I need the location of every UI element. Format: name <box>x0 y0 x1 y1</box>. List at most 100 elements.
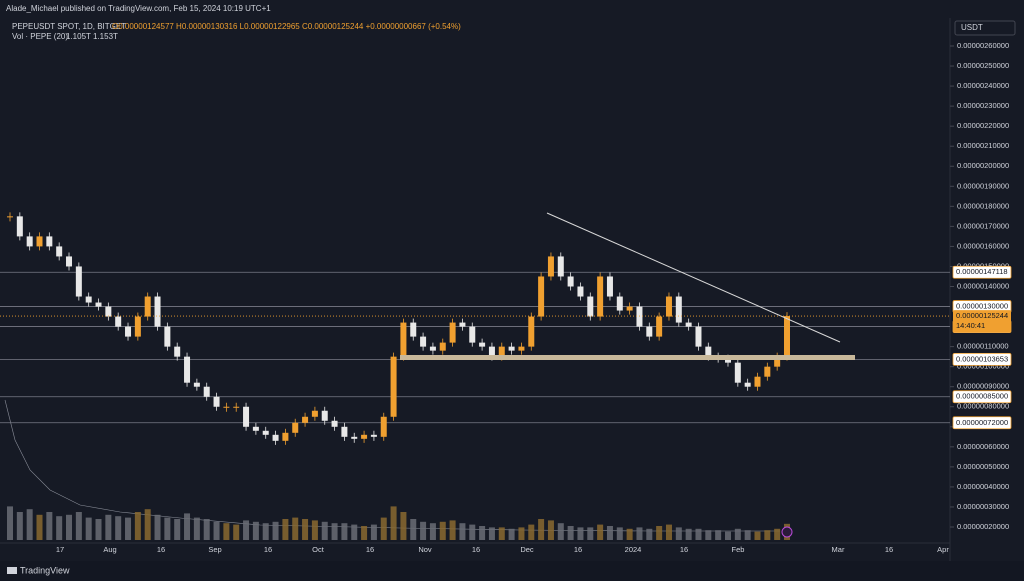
candle <box>784 316 790 357</box>
candle <box>567 276 574 287</box>
time-label: 16 <box>680 545 688 554</box>
level-label: 0.00000072000 <box>956 418 1008 427</box>
candle <box>675 296 682 323</box>
level-label: 0.00000147118 <box>956 267 1008 276</box>
time-label: Sep <box>208 545 221 554</box>
candle <box>16 216 23 237</box>
candle <box>321 410 328 421</box>
currency-button[interactable] <box>954 20 1016 36</box>
candle <box>656 316 663 337</box>
time-label: Nov <box>418 545 432 554</box>
volume-bar <box>567 526 574 540</box>
volume-bar <box>164 517 171 540</box>
volume-bar <box>508 528 515 540</box>
candle <box>587 296 594 317</box>
candle <box>272 434 279 441</box>
event-icon[interactable] <box>781 526 793 538</box>
candle <box>56 246 63 257</box>
candle <box>636 306 643 327</box>
time-label: Dec <box>520 545 534 554</box>
candle <box>606 276 613 297</box>
last-price-label: 0.00000125244 <box>956 311 1008 320</box>
volume-bar <box>302 519 309 540</box>
level-tag <box>952 352 1012 366</box>
volume-bar <box>488 527 495 540</box>
volume-bar <box>252 521 259 540</box>
volume-bar <box>85 517 92 540</box>
candle <box>361 434 368 439</box>
volume-bar <box>656 526 663 540</box>
volume-bar <box>685 528 692 540</box>
candle <box>174 346 181 357</box>
candle <box>213 396 220 407</box>
price-tick-label: 0.00000050000 <box>957 462 1009 471</box>
volume-bar <box>774 528 781 540</box>
volume-bar <box>351 524 358 540</box>
volume-bar <box>636 527 643 540</box>
volume-bar <box>46 512 53 540</box>
candle <box>262 430 269 435</box>
price-tick-label: 0.00000160000 <box>957 241 1009 250</box>
volume-bar <box>331 523 338 540</box>
candle <box>154 296 161 327</box>
price-tick-label: 0.00000260000 <box>957 41 1009 50</box>
time-label: Feb <box>732 545 745 554</box>
candle <box>528 316 535 347</box>
price-tick-label: 0.00000060000 <box>957 442 1009 451</box>
volume-bar <box>724 531 731 540</box>
volume-bar <box>233 524 240 540</box>
candle <box>479 342 486 347</box>
candle <box>597 276 604 317</box>
volume-bar <box>16 512 23 540</box>
candle <box>95 302 102 307</box>
volume-label: Vol · PEPE (20) <box>12 32 68 41</box>
volume-bar <box>66 514 73 540</box>
price-tick-label: 0.00000240000 <box>957 81 1009 90</box>
level-tag <box>952 416 1012 430</box>
volume-bar <box>125 517 132 540</box>
time-label: 2024 <box>625 545 642 554</box>
volume-bar <box>410 519 417 540</box>
volume-bar <box>390 506 397 540</box>
volume-bar <box>115 516 122 540</box>
volume-bar <box>400 512 407 540</box>
brand: TradingView <box>20 565 70 575</box>
price-tick-label: 0.00000040000 <box>957 482 1009 491</box>
candle <box>390 356 397 417</box>
candle <box>420 336 427 347</box>
candle <box>488 346 495 357</box>
volume-bar <box>272 521 279 540</box>
candle <box>252 426 259 431</box>
volume-bar <box>105 514 112 540</box>
candle <box>75 266 82 297</box>
level-label: 0.00000103653 <box>956 354 1008 363</box>
volume-bar <box>174 519 181 540</box>
candle <box>125 326 132 337</box>
candle <box>498 346 505 357</box>
level-label: 0.00000130000 <box>956 302 1008 311</box>
volume-bar <box>292 517 299 540</box>
volume-bar <box>429 523 436 540</box>
volume-bar <box>262 523 269 540</box>
candle <box>292 422 299 433</box>
candle <box>66 256 73 267</box>
candle <box>7 216 13 218</box>
candle <box>410 322 417 337</box>
candle <box>754 376 761 387</box>
volume-bar <box>538 519 545 540</box>
volume-bar <box>459 523 466 540</box>
publisher: Alade_Michael published on TradingView.c… <box>6 4 271 13</box>
volume-bar <box>223 523 230 540</box>
time-label: 16 <box>472 545 480 554</box>
price-tick-label: 0.00000250000 <box>957 61 1009 70</box>
candle <box>646 326 653 337</box>
volume-bar <box>341 523 348 540</box>
candle <box>134 316 141 337</box>
trendline <box>546 212 841 343</box>
level-tag <box>952 390 1012 404</box>
level-label: 0.00000085000 <box>956 392 1008 401</box>
price-tick-label: 0.00000170000 <box>957 221 1009 230</box>
candle <box>26 236 33 247</box>
